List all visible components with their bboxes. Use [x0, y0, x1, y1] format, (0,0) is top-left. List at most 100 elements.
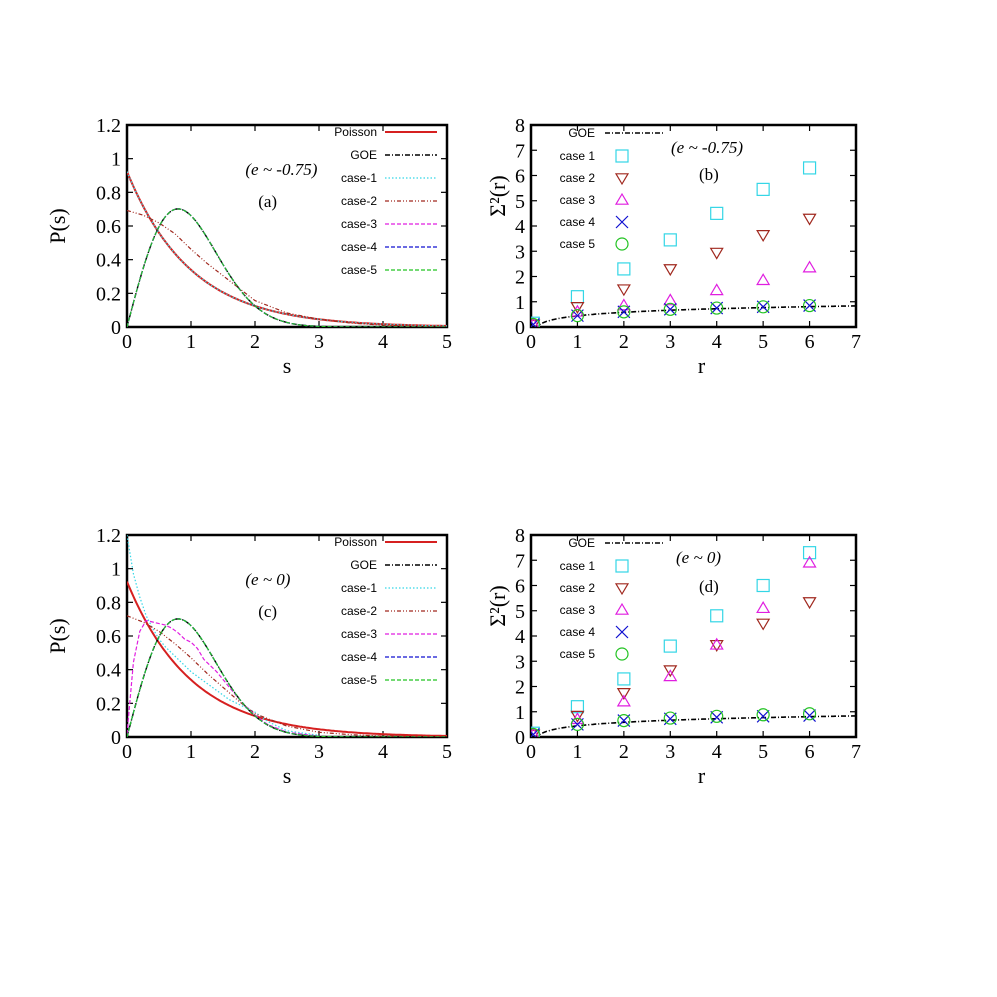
data-point-tri-down [570, 710, 585, 723]
data-point-tri-down [616, 688, 631, 700]
data-point-square [802, 546, 817, 560]
legend-marker [615, 625, 629, 639]
x-tick-label: 0 [122, 741, 132, 763]
data-point-square [756, 182, 770, 196]
legend-label: case-4 [341, 650, 377, 664]
legend-label: case 1 [560, 149, 596, 163]
data-point-square [802, 161, 817, 175]
y-tick-label: 6 [515, 576, 525, 598]
x-tick-label: 2 [250, 741, 260, 763]
data-point-tri-down [756, 230, 771, 243]
x-tick-label: 0 [122, 331, 132, 353]
legend-label: case 2 [560, 171, 596, 185]
series-line-case-1 [127, 171, 447, 327]
panel-c: 0 1 2 3 4 5 0 0.2 0.4 0.6 0.8 1 1.2 s P(s) (e ~ 0) (c) Po… [45, 525, 452, 788]
goe-line [533, 305, 856, 327]
legend-label: case-3 [341, 627, 377, 641]
condition-annotation: (e ~ -0.75) [245, 160, 317, 179]
y-tick-label: 0 [111, 317, 121, 339]
y-tick-label: 4 [515, 626, 525, 648]
panel-label: (d) [699, 577, 719, 596]
series-line-case-4 [127, 208, 447, 327]
legend-label: GOE [350, 148, 377, 162]
x-tick-label: 5 [442, 741, 452, 763]
y-tick-label: 0.8 [96, 592, 121, 614]
legend-label: case-2 [341, 604, 377, 618]
y-tick-label: 1.2 [96, 115, 121, 137]
series-line-case-2 [127, 615, 447, 737]
series-line-GOE [127, 618, 447, 737]
x-tick-label: 3 [665, 331, 675, 353]
x-tick-label: 0 [526, 331, 536, 353]
data-point-tri-down [663, 264, 678, 277]
series-line-case-1 [127, 535, 320, 736]
data-point-tri-up [709, 283, 724, 296]
data-point-circle [617, 305, 631, 319]
data-point-tri-down [756, 618, 771, 631]
x-tick-label: 7 [851, 331, 861, 353]
x-tick-label: 2 [619, 741, 629, 763]
series-line-case-3 [127, 208, 447, 327]
legend-label: case-1 [341, 581, 377, 595]
legend-marker [615, 647, 629, 661]
series-line-Poisson [127, 171, 447, 327]
goe-line [533, 715, 856, 737]
x-tick-label: 3 [665, 741, 675, 763]
data-point-square [570, 290, 585, 304]
y-tick-label: 1 [515, 702, 525, 724]
x-axis-label: r [698, 353, 706, 378]
data-point-tri-up [531, 727, 540, 737]
data-point-tri-up [663, 669, 678, 682]
data-point-circle [756, 300, 770, 314]
condition-annotation: (e ~ -0.75) [671, 138, 743, 157]
panel-label: (c) [258, 602, 277, 621]
series-line-case-2 [127, 209, 447, 327]
legend-label: case 4 [560, 215, 596, 229]
y-tick-label: 3 [515, 651, 525, 673]
y-axis-label: P(s) [45, 618, 70, 653]
panel-label: (a) [258, 192, 277, 211]
legend-label: GOE [350, 558, 377, 572]
x-tick-label: 2 [619, 331, 629, 353]
y-axis-label: Σ²(r) [485, 175, 510, 216]
data-point-cross [756, 709, 770, 723]
data-point-tri-down [663, 665, 678, 678]
data-point-tri-up [663, 293, 678, 306]
y-tick-label: 0.4 [96, 660, 121, 682]
y-tick-label: 0 [111, 727, 121, 749]
y-tick-label: 0.6 [96, 626, 121, 648]
data-point-cross [803, 709, 816, 722]
legend-marker [615, 237, 629, 251]
legend-label: case-5 [341, 673, 377, 687]
data-point-tri-down [616, 284, 631, 297]
data-point-tri-down [709, 247, 724, 260]
y-tick-label: 0.2 [96, 693, 121, 715]
legend-label: case-3 [341, 217, 377, 231]
x-tick-label: 6 [805, 741, 815, 763]
legend-marker [614, 583, 630, 596]
data-point-circle [531, 727, 540, 737]
data-point-tri-down [709, 640, 724, 653]
y-tick-label: 0.6 [96, 216, 121, 238]
series-line-Poisson [127, 581, 447, 737]
legend-marker [614, 602, 630, 615]
x-tick-label: 4 [378, 741, 388, 763]
panel-a: 0 1 2 3 4 5 0 0.2 0.4 0.6 0.8 1 1.2 s P(s) (e ~ -0.75) (… [45, 115, 452, 378]
y-tick-label: 1 [111, 149, 121, 171]
plot-area [531, 161, 856, 327]
x-tick-label: 5 [442, 331, 452, 353]
legend-label: GOE [568, 536, 595, 550]
series-line-GOE [127, 208, 447, 327]
data-point-circle [570, 309, 585, 323]
plot-area [127, 535, 447, 737]
data-point-square [710, 206, 724, 220]
data-point-circle [531, 317, 540, 327]
data-point-circle [710, 709, 724, 723]
plot-area [531, 546, 856, 737]
data-point-circle [802, 298, 817, 313]
y-tick-label: 0.4 [96, 250, 121, 272]
data-point-tri-down [531, 729, 541, 737]
legend-marker [615, 559, 629, 573]
